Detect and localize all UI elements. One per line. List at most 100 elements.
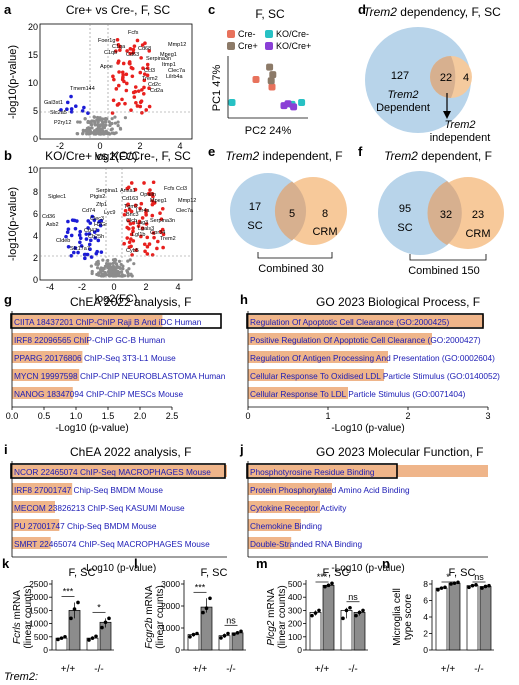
volcano-point-up [139,56,143,60]
bar-ytick: 2000 [161,601,180,611]
venn-f-overlap [427,181,462,245]
panel-a-title: Cre+ vs Cre-, F, SC [66,3,171,17]
volcano-point-down [82,105,86,110]
enrichment-term: Double-Stranded RNA Binding [250,539,362,549]
volcano-point-down [95,228,100,233]
venn-d-overlap-num: 22 [440,72,452,84]
bar-ylabel: Fcgr2b mRNA [144,585,155,649]
volcano-point-ns [101,258,105,262]
enrichment-term: CIITA 18437201 ChIP-ChIP Raji B And iDC … [14,317,202,327]
panel-m: m F, SC 0 100 200 300 400 500 Plcg2 mRNA (linear … [256,556,368,675]
volcano-point-up [131,50,136,55]
volcano-point-ns [99,269,103,273]
pca-point [267,77,275,85]
gene-label: Cd36 [42,214,55,220]
enrichment-xlabel: -Log10 (p-value) [331,423,404,434]
panel-k: k F, SC 0 500 1000 1500 2000 2500 Fcrls mRNA (lin… [2,556,114,675]
significance-label: * [97,602,101,612]
gene-label: Lgl1b [132,232,145,238]
gene-label: Mpeg1 [150,198,167,204]
panel-letter-j: j [239,442,244,457]
data-dot [443,585,447,590]
gene-label: Anxa1 [120,188,136,194]
volcano-point-down [76,250,80,255]
enrichment-bar [248,333,432,345]
legend-cre-minus-swatch [227,30,235,38]
volcano-point-down [71,250,76,255]
gene-label: Cd163 [122,196,138,202]
legend-cre-plus-swatch [227,42,235,50]
volcano-point-ns [95,272,99,277]
bar-ytick: 0 [297,645,302,655]
panel-c-ylabel: PC1 47% [211,65,223,112]
b-ytick-0: 0 [33,275,38,285]
volcano-point-ns [98,118,102,122]
bar-ylabel: Microglia cell [392,588,403,646]
volcano-point-down [78,240,82,245]
significance-label: ns [348,592,358,602]
gene-label: Mpeg1 [160,52,177,58]
trem2-genotype-label: Trem2: [4,671,38,683]
volcano-point-up [133,187,138,192]
data-dot [63,635,67,639]
bar [309,612,322,651]
volcano-point-up [151,180,156,185]
volcano-point-ns [112,132,116,136]
volcano-point-ns [125,269,129,273]
gene-label: Ccl3 [176,186,187,192]
volcano-point-ns [110,117,114,121]
legend-ko-cre-minus-swatch [265,30,273,38]
volcano-point-ns [81,131,85,135]
a-ytick-3: 15 [28,50,38,60]
b-ytick-4: 8 [33,187,38,197]
volcano-point-up [143,41,147,46]
bar-ytick: 1000 [29,619,48,629]
panel-g: g ChEA 2022 analysis, F CIITA 18437201 ChI… [4,292,226,434]
gene-label: H2Gr [94,222,107,228]
bar-ytick: 0 [423,645,428,655]
volcano-point-up [129,181,134,185]
bar [322,584,335,651]
volcano-point-up [131,226,135,230]
enrichment-top-box [10,313,222,329]
volcano-point-down [69,254,74,258]
bar-ytick: 1000 [161,623,180,633]
volcano-point-down [77,233,82,237]
volcano-point-down [69,109,74,114]
volcano-point-up [115,37,120,42]
bar-ytick: 200 [288,619,302,629]
volcano-point-up [147,104,152,109]
genotype-ko: -/- [94,664,103,675]
panel-c-title: F, SC [255,7,285,21]
volcano-point-ns [106,266,110,270]
volcano-point-up [142,85,146,90]
enrichment-term: MECOM 23826213 ChIP-Seq KASUMI Mouse [14,503,185,513]
volcano-point-ns [101,129,105,133]
volcano-point-ns [99,132,103,136]
volcano-point-down [88,247,92,252]
bar-ytick: 0 [43,645,48,655]
volcano-point-down [87,242,92,247]
gene-label: Cldeb [56,238,70,244]
panel-letter-d: d [358,2,366,17]
volcano-point-up [127,207,132,212]
panel-a-frame [39,23,193,140]
enrichment-bar [12,315,163,327]
volcano-point-up [111,98,116,103]
volcano-point-up [138,104,143,109]
panel-letter-f: f [358,144,363,159]
panel-letter-g: g [4,292,12,307]
data-dot [219,636,223,640]
volcano-point-up [123,101,127,106]
data-dot [354,613,358,618]
volcano-point-ns [78,120,82,124]
enrichment-term: SMRT 22465074 ChIP-Seq MACROPHAGES Mouse [14,539,210,549]
volcano-point-up [160,206,165,211]
enrichment-term: MYCN 19997598 ChIP-ChIP NEUROBLASTOMA Hu… [14,371,226,381]
data-dot [317,608,321,613]
volcano-point-ns [132,262,136,266]
volcano-point-up [116,61,120,65]
gene-label: Mmp12 [178,198,196,204]
volcano-point-down [59,108,63,112]
volcano-point-ns [116,120,120,124]
